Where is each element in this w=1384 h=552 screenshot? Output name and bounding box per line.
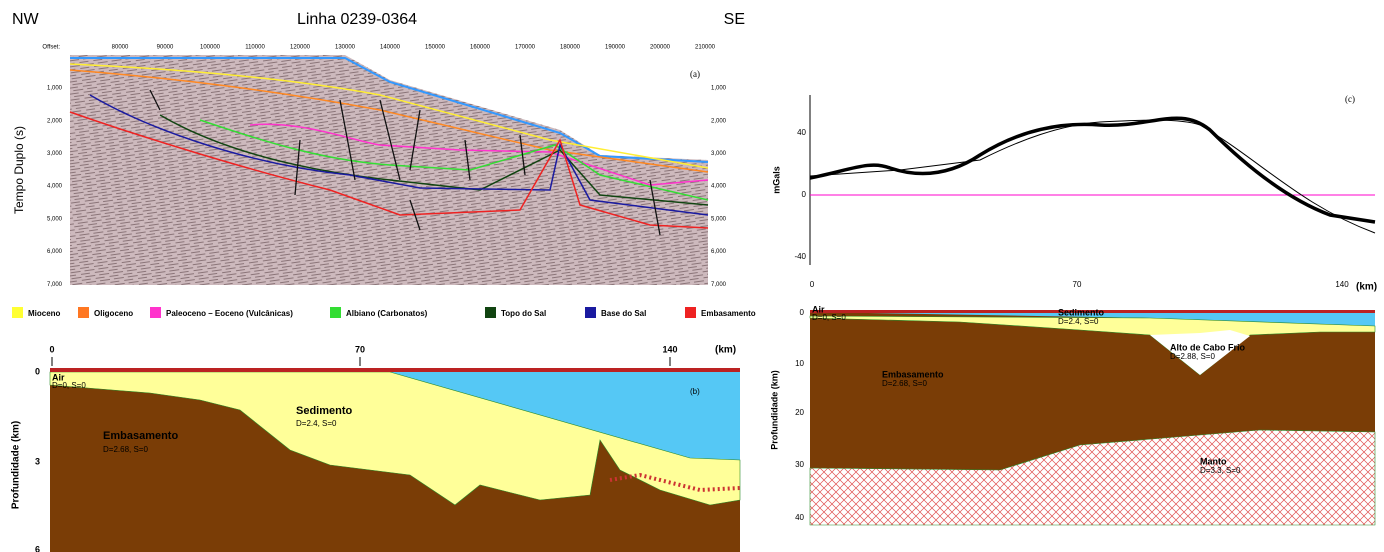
x-tick-label: 0 xyxy=(49,344,54,354)
panel-label: (b) xyxy=(690,387,700,396)
legend-label: Oligoceno xyxy=(94,309,133,318)
y-tick-label: 3 xyxy=(35,456,40,466)
panel-label: (c) xyxy=(1345,94,1355,104)
x-tick-label: 70 xyxy=(355,344,365,354)
legend: Mioceno Oligoceno Paleoceno – Eoceno (Vulc… xyxy=(12,307,756,318)
y-tick-label: 40 xyxy=(795,513,804,522)
y-tick-label: 7,000 xyxy=(711,282,727,288)
x-tick-label: 190000 xyxy=(605,45,626,51)
header-right: SE xyxy=(724,11,745,28)
x-tick-label: 140 xyxy=(1335,280,1349,289)
y-tick-label: 1,000 xyxy=(711,86,727,92)
legend-label: Mioceno xyxy=(28,309,61,318)
y-tick-label: 5,000 xyxy=(711,216,727,222)
layer-props: D=2.4, S=0 xyxy=(1058,317,1099,326)
x-tick-label: 210000 xyxy=(695,45,716,51)
legend-swatch xyxy=(585,307,596,318)
y-tick-label: 6,000 xyxy=(47,249,63,255)
legend-swatch xyxy=(12,307,23,318)
legend-swatch xyxy=(485,307,496,318)
legend-swatch xyxy=(330,307,341,318)
y-tick-label: 10 xyxy=(795,359,804,368)
y-tick-label: 1,000 xyxy=(47,86,63,92)
x-tick-label: 140 xyxy=(662,344,677,354)
x-tick-label: 200000 xyxy=(650,45,671,51)
layer-props: D=3.3, S=0 xyxy=(1200,466,1241,475)
y-axis-title: Tempo Duplo (s) xyxy=(12,126,26,214)
y-axis-title: Profundidade (km) xyxy=(769,370,779,450)
x-tick-label: 180000 xyxy=(560,45,581,51)
layer-name: Embasamento xyxy=(882,369,944,379)
layer-props: D=2.4, S=0 xyxy=(296,419,337,428)
legend-label: Embasamento xyxy=(701,309,756,318)
y-tick-label: 0 xyxy=(35,366,40,376)
y-axis-title: mGals xyxy=(771,166,781,194)
y-tick-label: 20 xyxy=(795,408,804,417)
y-tick-label: 5,000 xyxy=(47,216,63,222)
x-tick-label: 170000 xyxy=(515,45,536,51)
panel-label: (a) xyxy=(690,69,700,79)
y-tick-label: 3,000 xyxy=(711,151,727,157)
legend-swatch xyxy=(78,307,89,318)
figure: NW Linha 0239-0364 SE Offset: (a) Tempo … xyxy=(0,0,1384,552)
layer-name: Embasamento xyxy=(103,430,178,442)
layer-props: D=0, S=0 xyxy=(52,381,86,390)
legend-label: Paleoceno – Eoceno (Vulcânicas) xyxy=(166,309,293,318)
y-tick-label: 0 xyxy=(800,308,805,317)
legend-label: Albiano (Carbonatos) xyxy=(346,309,428,318)
y-tick-label: 3,000 xyxy=(47,151,63,157)
x-tick-label: 100000 xyxy=(200,45,221,51)
x-unit: (km) xyxy=(715,345,736,356)
layer-props: D=2.68, S=0 xyxy=(882,379,927,388)
x-tick-label: 0 xyxy=(810,280,815,289)
y-tick-label: 2,000 xyxy=(711,118,727,124)
page: {"header": {"left": "NW", "title": "Linh… xyxy=(0,0,1384,552)
layer-name: Manto xyxy=(1200,456,1227,466)
offset-label: Offset: xyxy=(42,45,60,51)
y-tick-label: 6,000 xyxy=(711,249,727,255)
layer-props: D=0, S=0 xyxy=(812,313,846,322)
y-tick-label: 40 xyxy=(797,128,806,137)
legend-label: Base do Sal xyxy=(601,309,646,318)
layer-name: Sedimento xyxy=(296,405,353,417)
header-left: NW xyxy=(12,11,40,28)
y-tick-label: 2,000 xyxy=(47,118,63,124)
x-tick-label: 80000 xyxy=(112,45,129,51)
y-tick-label: 4,000 xyxy=(47,184,63,190)
x-tick-label: 150000 xyxy=(425,45,446,51)
y-tick-label: 6 xyxy=(35,544,40,552)
y-axis-title: Profundidade (km) xyxy=(11,421,22,509)
gravity-plot xyxy=(810,95,1375,265)
header-title: Linha 0239-0364 xyxy=(297,11,417,28)
x-tick-label: 70 xyxy=(1073,280,1082,289)
layer-name: Alto de Cabo Frio xyxy=(1170,342,1245,352)
x-tick-label: 140000 xyxy=(380,45,401,51)
legend-swatch xyxy=(150,307,161,318)
layer-name: Sedimento xyxy=(1058,307,1105,317)
x-unit: (km) xyxy=(1356,282,1377,293)
model-c xyxy=(810,310,1375,525)
x-tick-label: 160000 xyxy=(470,45,491,51)
y-tick-label: 0 xyxy=(802,190,807,199)
legend-label: Topo do Sal xyxy=(501,309,546,318)
model-b xyxy=(50,368,740,552)
layer-props: D=2.68, S=0 xyxy=(103,445,148,454)
x-tick-label: 110000 xyxy=(245,45,265,51)
y-tick-label: -40 xyxy=(794,252,806,261)
x-tick-label: 130000 xyxy=(335,45,356,51)
layer-props: D=2.88, S=0 xyxy=(1170,352,1215,361)
seismic-image xyxy=(70,55,708,285)
y-tick-label: 7,000 xyxy=(47,282,63,288)
x-tick-label: 90000 xyxy=(157,45,174,51)
y-tick-label: 4,000 xyxy=(711,184,727,190)
legend-swatch xyxy=(685,307,696,318)
y-tick-label: 30 xyxy=(795,460,804,469)
x-tick-label: 120000 xyxy=(290,45,311,51)
